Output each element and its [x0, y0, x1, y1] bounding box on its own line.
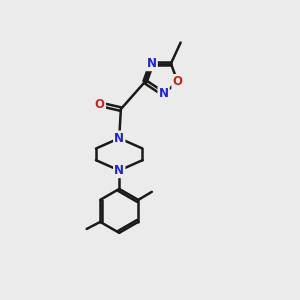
Text: O: O	[172, 75, 182, 88]
Text: N: N	[114, 132, 124, 145]
Text: N: N	[159, 87, 169, 101]
Text: N: N	[114, 164, 124, 177]
Text: O: O	[95, 98, 105, 111]
Text: N: N	[147, 57, 157, 70]
